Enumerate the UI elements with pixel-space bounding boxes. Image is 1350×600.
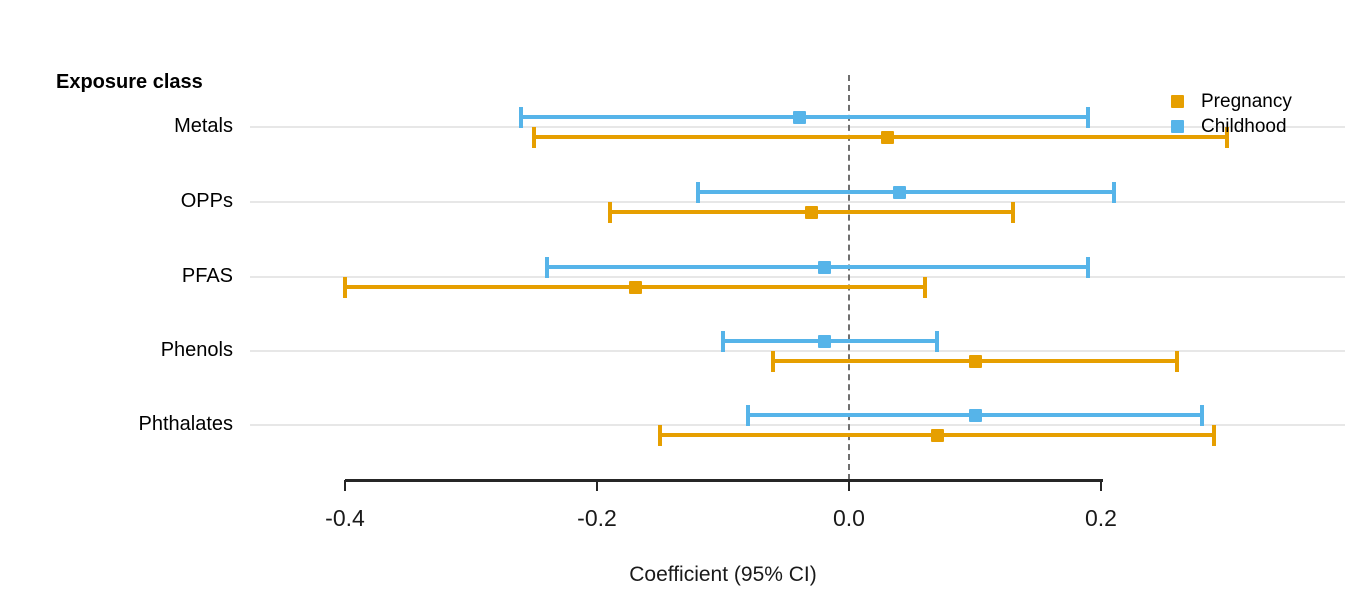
- x-axis-tick-label-0.0: 0.0: [833, 505, 865, 531]
- x-axis-line: [345, 479, 1103, 482]
- estimate-marker-childhood-pfas: [817, 261, 831, 274]
- ci-cap-high-childhood-pfas: [1086, 257, 1091, 278]
- row-label-phenols: Phenols: [160, 339, 233, 361]
- legend-swatch-icon: [1171, 95, 1184, 108]
- row-label-metals: Metals: [174, 115, 233, 137]
- ci-line-pregnancy-metals: [534, 135, 1227, 139]
- estimate-marker-pregnancy-metals: [880, 131, 894, 144]
- ci-cap-high-childhood-metals: [1086, 107, 1091, 128]
- ci-cap-low-childhood-phthalates: [746, 405, 751, 426]
- ci-cap-high-pregnancy-metals: [1225, 127, 1229, 148]
- legend: Pregnancy Childhood: [1171, 89, 1292, 139]
- ci-cap-low-childhood-phenols: [721, 331, 725, 352]
- estimate-marker-childhood-metals: [792, 111, 806, 124]
- estimate-marker-pregnancy-pfas: [628, 281, 642, 294]
- ci-line-childhood-pfas: [546, 265, 1089, 269]
- ci-cap-high-pregnancy-pfas: [922, 277, 927, 298]
- x-axis-tick--0.2: [596, 480, 598, 491]
- row-label-pfas: PFAS: [181, 265, 233, 287]
- ci-cap-high-childhood-phenols: [935, 331, 940, 352]
- estimate-marker-pregnancy-phenols: [969, 355, 982, 368]
- estimate-marker-pregnancy-phthalates: [931, 429, 945, 442]
- x-axis-tick-0.2: [1100, 480, 1102, 491]
- legend-label: Childhood: [1201, 115, 1287, 137]
- ci-cap-low-childhood-pfas: [544, 257, 549, 278]
- ci-cap-low-childhood-metals: [519, 107, 524, 128]
- gridline-metals: [250, 126, 1345, 128]
- exposure-class-header: Exposure class: [56, 71, 203, 93]
- legend-label: Pregnancy: [1201, 90, 1292, 112]
- ci-cap-high-pregnancy-opps: [1010, 202, 1015, 223]
- estimate-marker-childhood-phthalates: [969, 409, 982, 422]
- ci-cap-low-pregnancy-pfas: [343, 277, 347, 298]
- ci-cap-high-pregnancy-phthalates: [1212, 425, 1217, 446]
- gridline-opps: [250, 201, 1345, 203]
- x-axis-tick-0.0: [848, 480, 850, 491]
- gridline-pfas: [250, 276, 1345, 278]
- legend-swatch-icon: [1171, 120, 1184, 133]
- ci-cap-high-pregnancy-phenols: [1174, 351, 1179, 372]
- legend-item-pregnancy: Pregnancy: [1171, 89, 1292, 114]
- ci-cap-high-childhood-opps: [1111, 182, 1116, 203]
- zero-reference-line: [848, 75, 850, 480]
- estimate-marker-pregnancy-opps: [805, 206, 819, 219]
- x-axis-tick--0.4: [344, 480, 346, 491]
- ci-cap-low-pregnancy-phenols: [771, 351, 776, 372]
- row-label-opps: OPPs: [180, 190, 233, 212]
- estimate-marker-childhood-opps: [893, 186, 907, 199]
- gridline-phthalates: [250, 424, 1345, 426]
- x-axis-tick-label--0.4: -0.4: [325, 505, 365, 531]
- ci-cap-low-pregnancy-phthalates: [658, 425, 662, 446]
- legend-item-childhood: Childhood: [1171, 114, 1292, 139]
- ci-cap-low-childhood-opps: [695, 182, 700, 203]
- x-axis-title: Coefficient (95% CI): [629, 563, 817, 586]
- ci-cap-high-childhood-phthalates: [1199, 405, 1204, 426]
- x-axis-tick-label--0.2: -0.2: [577, 505, 617, 531]
- gridline-phenols: [250, 350, 1345, 352]
- x-axis-tick-label-0.2: 0.2: [1085, 505, 1117, 531]
- estimate-marker-childhood-phenols: [817, 335, 831, 348]
- row-label-phthalates: Phthalates: [138, 413, 233, 435]
- ci-cap-low-pregnancy-opps: [607, 202, 612, 223]
- ci-cap-low-pregnancy-metals: [532, 127, 536, 148]
